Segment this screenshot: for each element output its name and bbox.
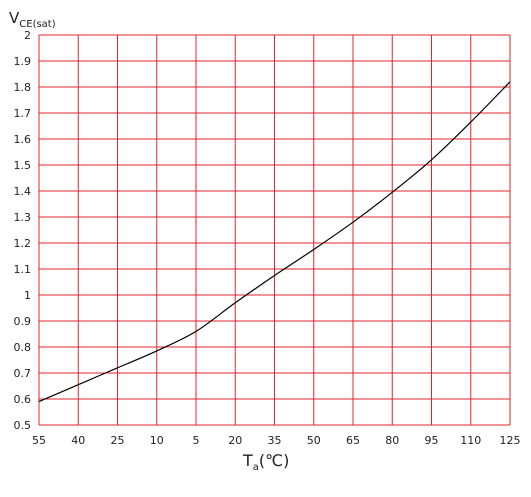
x-tick-label: 80: [385, 434, 399, 447]
y-tick-label: 1.5: [14, 159, 32, 172]
x-tick-label: 65: [346, 434, 360, 447]
y-tick-label: 1.8: [14, 81, 32, 94]
y-tick-label: 1.7: [14, 107, 32, 120]
y-axis-title-subscript: CE(sat): [19, 19, 55, 30]
x-axis-title-unit: (℃): [259, 451, 289, 470]
x-axis-title-subscript: a: [253, 462, 259, 473]
x-tick-label: 110: [460, 434, 481, 447]
x-axis-title-main: T: [242, 451, 253, 470]
x-tick-label: 125: [500, 434, 521, 447]
y-tick-label: 0.7: [14, 367, 32, 380]
y-tick-label: 1: [24, 289, 31, 302]
series-line: [38, 81, 511, 403]
x-tick-label: 50: [307, 434, 321, 447]
x-tick-label: 5: [193, 434, 200, 447]
y-tick-label: 0.9: [14, 315, 32, 328]
y-tick-label: 0.6: [14, 393, 32, 406]
y-tick-label: 1.4: [14, 185, 32, 198]
x-axis-ticks: 55 40 25 10 5 20 35 50 65 80 95 110 125: [32, 434, 521, 447]
x-tick-label: 95: [425, 434, 439, 447]
y-tick-label: 1.6: [14, 133, 32, 146]
y-axis-title-main: V: [9, 9, 20, 27]
y-axis-title: VCE(sat): [9, 9, 56, 30]
y-tick-label: 1.1: [14, 263, 32, 276]
x-tick-label: 55: [32, 434, 46, 447]
y-tick-label: 0.8: [14, 341, 32, 354]
grid: [38, 34, 511, 426]
y-tick-label: 1.3: [14, 211, 32, 224]
y-tick-label: 1.2: [14, 237, 32, 250]
y-tick-label: 0.5: [14, 419, 32, 432]
y-tick-label: 2: [24, 29, 31, 42]
x-tick-label: 35: [268, 434, 282, 447]
y-axis-ticks: 0.5 0.6 0.7 0.8 0.9 1 1.1 1.2 1.3 1.4 1.5 1.6 1.7 1.8…: [14, 29, 32, 432]
x-tick-label: 20: [228, 434, 242, 447]
x-tick-label: 25: [111, 434, 125, 447]
y-tick-label: 1.9: [14, 55, 32, 68]
x-tick-label: 10: [150, 434, 164, 447]
x-axis-title: Ta(℃): [242, 451, 289, 473]
x-tick-label: 40: [71, 434, 85, 447]
